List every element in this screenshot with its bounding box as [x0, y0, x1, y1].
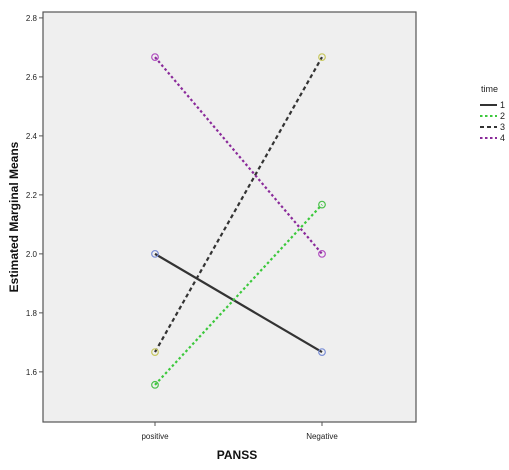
y-axis-title: Estimated Marginal Means [7, 141, 21, 292]
x-tick-label: positive [141, 432, 169, 441]
x-axis-title: PANSS [217, 448, 257, 462]
legend-title: time [481, 84, 498, 94]
x-tick-label: Negative [306, 432, 338, 441]
y-tick-label: 1.8 [26, 309, 38, 318]
legend-label-3: 3 [500, 122, 505, 132]
y-tick-label: 2.8 [26, 14, 38, 23]
legend-label-2: 2 [500, 111, 505, 121]
data-point-series-4-positive [151, 53, 159, 62]
data-point-series-2-Negative [318, 200, 326, 209]
y-tick-label: 2.0 [26, 250, 38, 259]
data-point-series-2-positive [151, 380, 159, 389]
y-tick-label: 2.6 [26, 73, 38, 82]
y-tick-label: 1.6 [26, 368, 38, 377]
plot-area [42, 11, 417, 423]
x-axis: positive Negative [141, 422, 338, 441]
data-point-series-4-Negative [318, 249, 326, 258]
series-line-3 [154, 56, 323, 353]
data-point-series-3-Negative [318, 53, 326, 62]
data-point-series-3-positive [151, 348, 159, 356]
y-tick-label: 2.2 [26, 191, 38, 200]
series-layer [151, 53, 326, 389]
data-point-series-1-Negative [318, 348, 326, 356]
series-line-1 [154, 252, 323, 354]
y-axis: 1.6 1.8 2.0 2.2 2.4 2.6 2.8 [26, 14, 43, 377]
legend-label-4: 4 [500, 133, 505, 143]
legend-label-1: 1 [500, 100, 505, 110]
series-line-2 [154, 203, 323, 386]
series-line-4 [154, 56, 323, 255]
data-point-series-1-positive [151, 249, 159, 258]
y-tick-label: 2.4 [26, 132, 38, 141]
